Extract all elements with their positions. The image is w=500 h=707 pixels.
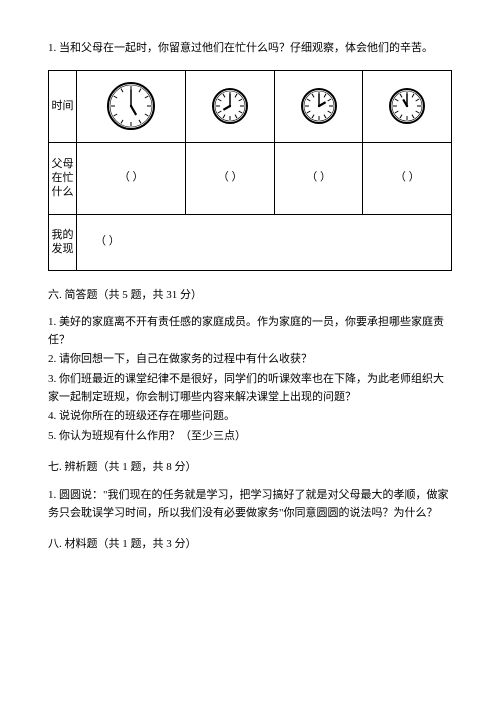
row-header-time: 时间 bbox=[49, 70, 77, 142]
clock-cell-3 bbox=[363, 70, 452, 142]
section6-item: 1. 美好的家庭离不开有责任感的家庭成员。作为家庭的一员，你要承担哪些家庭责任？ bbox=[48, 314, 452, 349]
section7-title: 七. 辨析题（共 1 题，共 8 分） bbox=[48, 459, 452, 477]
section6-item: 4. 说说你所在的班级还存在哪些问题。 bbox=[48, 408, 452, 426]
section7-list: 1. 圆圆说："我们现在的任务就是学习，把学习搞好了就是对父母最大的孝顺，做家务… bbox=[48, 487, 452, 522]
section6-title: 六. 简答题（共 5 题，共 31 分） bbox=[48, 287, 452, 305]
clock-icon bbox=[211, 87, 249, 125]
blank-cell-1: （ ） bbox=[186, 142, 275, 214]
section6-list: 1. 美好的家庭离不开有责任感的家庭成员。作为家庭的一员，你要承担哪些家庭责任？… bbox=[48, 314, 452, 445]
section6-item: 2. 请你回想一下，自己在做家务的过程中有什么收获？ bbox=[48, 351, 452, 369]
blank-cell-0: （ ） bbox=[77, 142, 186, 214]
table-row-discover: 我的发现 （ ） bbox=[49, 214, 452, 270]
clock-cell-2 bbox=[274, 70, 363, 142]
clock-cell-0 bbox=[77, 70, 186, 142]
table-row-busy: 父母在忙什么 （ ） （ ） （ ） （ ） bbox=[49, 142, 452, 214]
blank-cell-3: （ ） bbox=[363, 142, 452, 214]
clock-icon bbox=[300, 87, 338, 125]
section6-item: 3. 你们班最近的课堂纪律不是很好，同学们的听课效率也在下降，为此老师组织大家一… bbox=[48, 371, 452, 406]
clock-icon bbox=[388, 87, 426, 125]
section6-item: 5. 你认为班规有什么作用？（至少三点） bbox=[48, 428, 452, 446]
section8-title: 八. 材料题（共 1 题，共 3 分） bbox=[48, 536, 452, 554]
clock-icon bbox=[106, 81, 156, 131]
clock-cell-1 bbox=[186, 70, 275, 142]
observation-table: 时间 父母在忙什么 （ ） （ ） （ ） （ ） 我的发现 （ ） bbox=[48, 70, 452, 271]
blank-cell-2: （ ） bbox=[274, 142, 363, 214]
section7-item: 1. 圆圆说："我们现在的任务就是学习，把学习搞好了就是对父母最大的孝顺，做家务… bbox=[48, 487, 452, 522]
discover-cell: （ ） bbox=[77, 214, 452, 270]
question-intro: 1. 当和父母在一起时，你留意过他们在忙什么吗？仔细观察，体会他们的辛苦。 bbox=[48, 40, 452, 58]
table-row-time: 时间 bbox=[49, 70, 452, 142]
row-header-busy: 父母在忙什么 bbox=[49, 142, 77, 214]
row-header-discover: 我的发现 bbox=[49, 214, 77, 270]
